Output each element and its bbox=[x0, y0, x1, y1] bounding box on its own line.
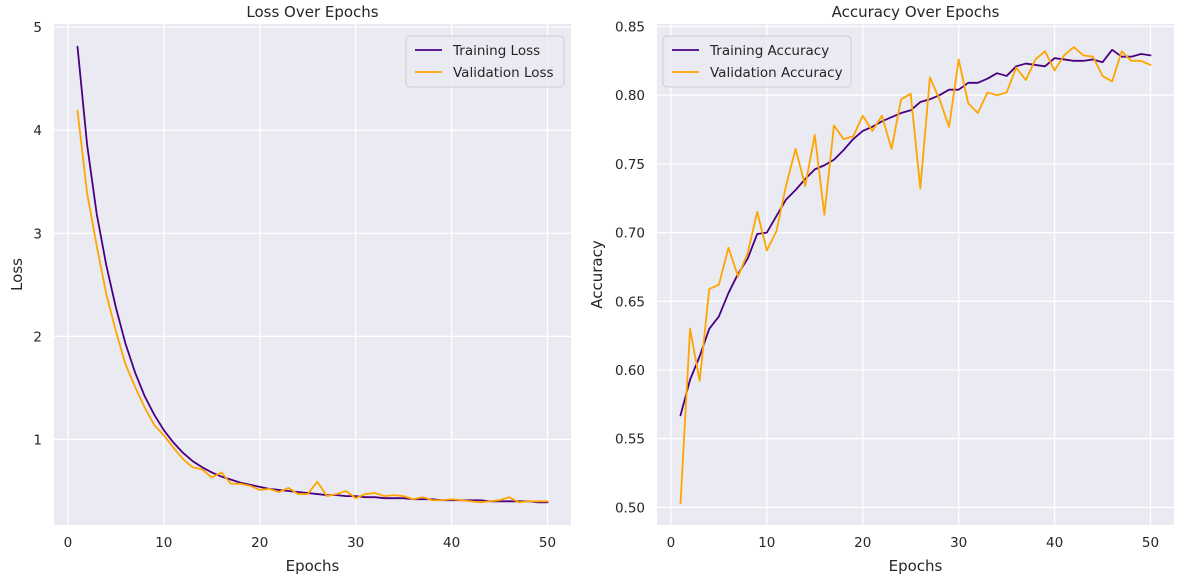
x-tick-label: 50 bbox=[539, 535, 556, 551]
y-axis-label: Loss bbox=[8, 258, 26, 291]
legend-label: Training Accuracy bbox=[709, 43, 829, 59]
legend: Training Loss Validation Loss bbox=[405, 35, 565, 88]
x-tick-label: 40 bbox=[1046, 535, 1063, 551]
y-tick-label: 0.70 bbox=[615, 226, 645, 242]
series-line-validation-loss bbox=[76, 109, 549, 504]
x-tick-label: 0 bbox=[667, 535, 676, 551]
x-axis-label: Epochs bbox=[889, 557, 943, 575]
x-tick-label: 10 bbox=[758, 535, 775, 551]
legend-box bbox=[405, 35, 565, 88]
chart-1: 0 10 20 30 40 50 1 2 3 4 5 Loss Over Epochs Epochs Lo… bbox=[8, 3, 571, 575]
legend-box bbox=[662, 35, 852, 88]
plot-background bbox=[54, 24, 571, 525]
y-tick-label: 0.50 bbox=[615, 500, 645, 516]
series-line-training-accuracy bbox=[679, 48, 1152, 417]
y-tick-label: 2 bbox=[33, 329, 42, 345]
x-tick-label: 40 bbox=[443, 535, 460, 551]
y-tick-label: 0.60 bbox=[615, 363, 645, 379]
x-tick-label: 30 bbox=[347, 535, 364, 551]
legend-label: Training Loss bbox=[452, 43, 540, 59]
y-tick-label: 0.65 bbox=[615, 294, 645, 310]
y-tick-label: 4 bbox=[33, 123, 42, 139]
y-tick-label: 1 bbox=[33, 432, 42, 448]
x-tick-label: 10 bbox=[155, 535, 172, 551]
x-tick-label: 20 bbox=[854, 535, 871, 551]
legend: Training Accuracy Validation Accuracy bbox=[662, 35, 852, 88]
x-tick-label: 50 bbox=[1142, 535, 1159, 551]
legend-label: Validation Loss bbox=[453, 65, 554, 81]
legend-label: Validation Accuracy bbox=[710, 65, 843, 81]
x-tick-label: 20 bbox=[251, 535, 268, 551]
y-tick-label: 0.85 bbox=[615, 19, 645, 35]
y-tick-label: 0.75 bbox=[615, 157, 645, 173]
y-tick-label: 5 bbox=[33, 20, 42, 36]
x-axis-label: Epochs bbox=[286, 557, 340, 575]
chart-title: Loss Over Epochs bbox=[246, 3, 378, 21]
plot-background bbox=[657, 24, 1174, 525]
y-tick-label: 0.55 bbox=[615, 432, 645, 448]
chart-title: Accuracy Over Epochs bbox=[832, 3, 1000, 21]
x-tick-label: 0 bbox=[64, 535, 73, 551]
x-tick-label: 30 bbox=[950, 535, 967, 551]
chart-2: 0 10 20 30 40 50 0.50 0.55 0.60 0.65 0.70 0.75 0.80 0… bbox=[588, 3, 1174, 575]
y-tick-label: 3 bbox=[33, 226, 42, 242]
y-tick-label: 0.80 bbox=[615, 88, 645, 104]
y-axis-label: Accuracy bbox=[588, 240, 606, 309]
series-line-validation-accuracy bbox=[679, 46, 1152, 505]
